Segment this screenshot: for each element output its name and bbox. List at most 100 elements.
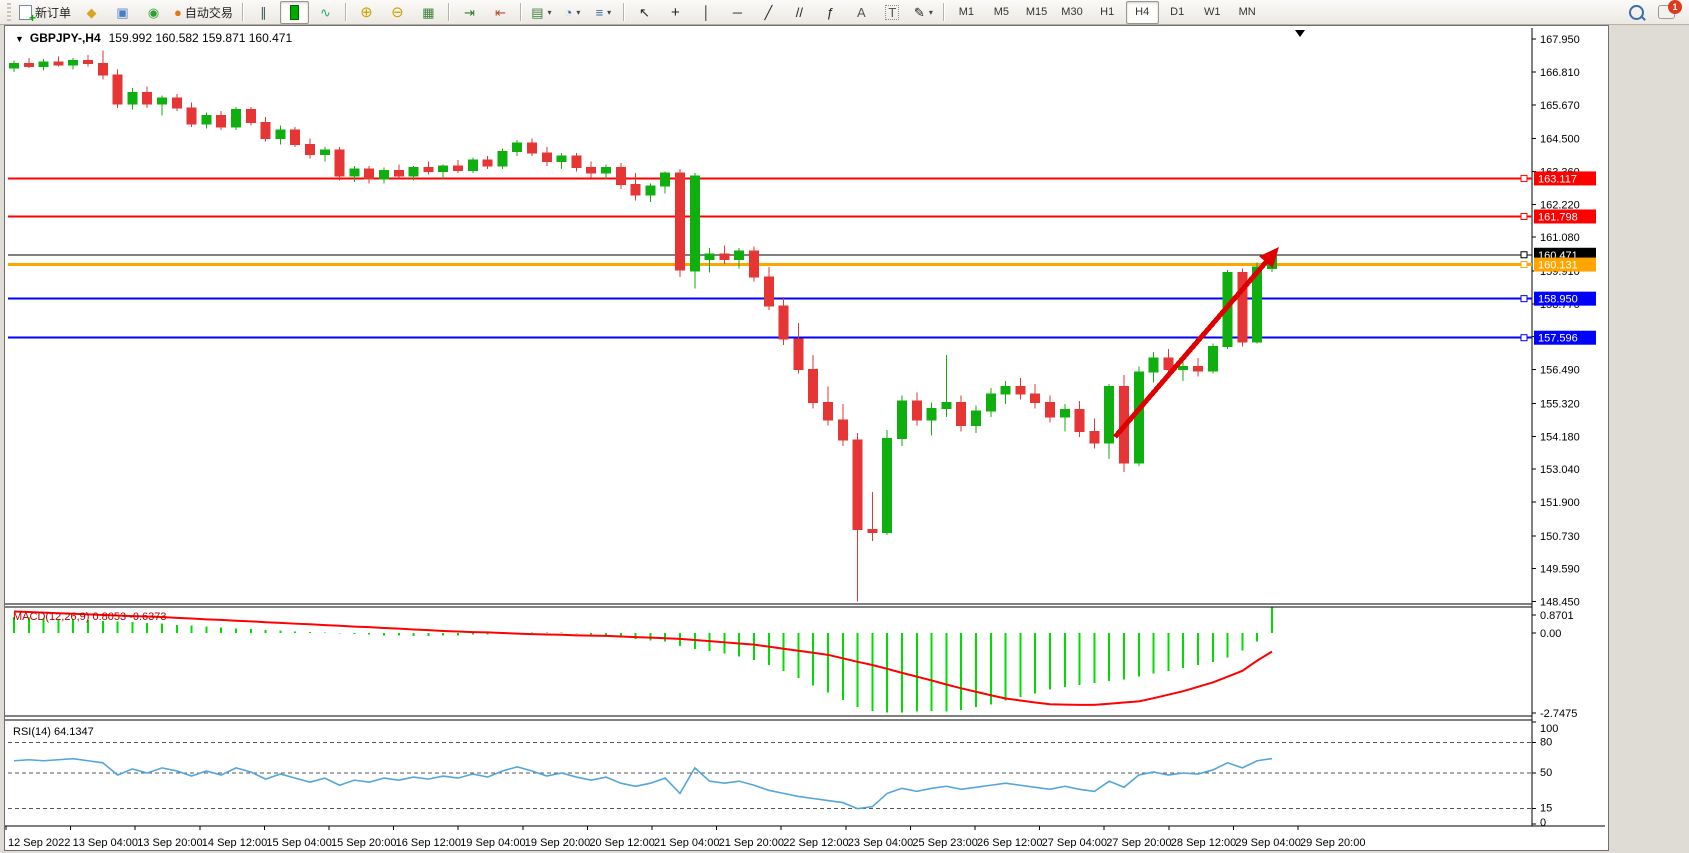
indicator-list-button[interactable]: ≡ ▾ (589, 1, 618, 24)
vertical-line-button[interactable]: │ (692, 1, 721, 24)
candlestick-chart-button[interactable] (279, 0, 309, 24)
svg-text:156.490: 156.490 (1540, 365, 1580, 377)
line-chart-icon: ∿ (319, 4, 331, 20)
zoom-out-button[interactable]: ⊖ (383, 1, 412, 24)
line-chart-button[interactable]: ∿ (311, 1, 340, 24)
svg-text:29 Sep 20:00: 29 Sep 20:00 (1300, 837, 1365, 848)
svg-text:14 Sep 12:00: 14 Sep 12:00 (202, 837, 267, 848)
svg-text:13 Sep 04:00: 13 Sep 04:00 (73, 837, 138, 848)
timeframe-h4-button[interactable]: H4 (1125, 0, 1159, 24)
svg-text:21 Sep 20:00: 21 Sep 20:00 (719, 837, 784, 848)
timeframe-h1-button[interactable]: H1 (1100, 6, 1115, 18)
zoom-in-button[interactable]: ⊕ (352, 1, 381, 24)
bar-chart-button[interactable]: ∥ (249, 1, 278, 24)
svg-text:15 Sep 20:00: 15 Sep 20:00 (331, 837, 396, 848)
horizontal-line-icon: ─ (732, 4, 742, 20)
trendline-icon: ╱ (764, 4, 773, 20)
toolbar-separator (447, 3, 450, 21)
svg-text:100: 100 (1540, 723, 1558, 735)
signals-button[interactable]: ◉ (139, 1, 168, 24)
svg-text:20 Sep 12:00: 20 Sep 12:00 (589, 837, 654, 848)
chevron-down-icon: ▾ (547, 7, 552, 17)
chart-canvas[interactable]: 167.950166.810165.670164.500163.360162.2… (5, 26, 1606, 849)
hline-handle (1520, 334, 1528, 342)
horizontal-line-button[interactable]: ─ (723, 1, 752, 24)
new-chart-icon: ▤ (531, 4, 544, 20)
market-window-button[interactable]: ▣ (108, 1, 137, 24)
auto-scroll-button[interactable]: ⇤ (486, 1, 515, 24)
svg-text:25 Sep 23:00: 25 Sep 23:00 (912, 837, 977, 848)
hline-handle (1520, 251, 1528, 259)
time-axis: 12 Sep 2022 13 Sep 04:00 13 Sep 20:00 14 Se… (5, 826, 1365, 849)
timeframe-d1-button[interactable]: D1 (1170, 6, 1185, 18)
macd-panel: 0.8701 0.00 -2.7475 (13, 607, 1577, 720)
tile-windows-button[interactable]: ▦ (414, 1, 443, 24)
autotrade-button[interactable]: ● 自动交易 (170, 1, 237, 24)
svg-text:15: 15 (1540, 803, 1552, 815)
svg-text:165.670: 165.670 (1540, 100, 1580, 112)
svg-text:166.810: 166.810 (1540, 67, 1580, 79)
chart-shift-button[interactable]: ⇥ (455, 1, 484, 24)
chevron-down-icon: ▾ (928, 7, 933, 17)
svg-text:149.590: 149.590 (1540, 564, 1580, 576)
notifications-icon[interactable]: 1 (1658, 0, 1682, 19)
timeframe-m5-button[interactable]: M5 (993, 6, 1010, 18)
trendline-button[interactable]: ╱ (754, 1, 783, 24)
new-order-button[interactable]: 新订单 (15, 1, 75, 25)
tile-windows-icon: ▦ (422, 4, 435, 20)
svg-text:27 Sep 20:00: 27 Sep 20:00 (1106, 837, 1171, 848)
shift-marker-icon[interactable] (1295, 30, 1305, 37)
svg-text:162.220: 162.220 (1540, 199, 1580, 211)
hline-handle (1520, 295, 1528, 303)
new-order-icon (19, 4, 36, 25)
svg-text:153.040: 153.040 (1540, 464, 1580, 476)
svg-text:15 Sep 04:00: 15 Sep 04:00 (266, 837, 331, 848)
fibonacci-button[interactable]: ƒ (816, 1, 845, 24)
svg-text:150.730: 150.730 (1540, 531, 1580, 543)
bar-chart-icon: ∥ (260, 4, 267, 20)
new-order-label: 新订单 (35, 5, 72, 20)
svg-text:151.900: 151.900 (1540, 497, 1580, 509)
svg-text:148.450: 148.450 (1540, 597, 1580, 609)
timeframe-w1-button[interactable]: W1 (1203, 6, 1221, 18)
toolbar-separator (344, 3, 347, 21)
chart-frame (5, 28, 1605, 827)
svg-text:158.950: 158.950 (1538, 294, 1578, 306)
shapes-button[interactable]: ✎ ▾ (909, 1, 938, 24)
text-label-button[interactable]: T (878, 1, 907, 24)
price-axis: 167.950166.810165.670164.500163.360162.2… (1532, 34, 1580, 609)
svg-text:0.00: 0.00 (1540, 628, 1561, 640)
cursor-button[interactable]: ↖ (630, 1, 659, 24)
toolbar-separator (622, 3, 625, 21)
crosshair-icon: + (671, 3, 680, 21)
timeframe-mn-button[interactable]: MN (1238, 6, 1256, 18)
fibonacci-icon: ƒ (826, 4, 834, 20)
hline-handle (1520, 261, 1528, 269)
svg-text:22 Sep 12:00: 22 Sep 12:00 (783, 837, 848, 848)
periodicity-button[interactable]: ◔ ▾ (558, 1, 587, 24)
indicators-button[interactable]: ◆ (77, 1, 106, 24)
svg-text:157.596: 157.596 (1538, 333, 1578, 345)
notification-badge: 1 (1668, 0, 1682, 14)
horizontal-lines[interactable] (8, 174, 1532, 342)
svg-text:19 Sep 20:00: 19 Sep 20:00 (525, 837, 590, 848)
text-button[interactable]: A (847, 1, 876, 24)
svg-text:28 Sep 12:00: 28 Sep 12:00 (1171, 837, 1236, 848)
hline-handle (1520, 212, 1528, 220)
new-chart-button[interactable]: ▤ ▾ (527, 1, 556, 24)
svg-text:29 Sep 04:00: 29 Sep 04:00 (1235, 837, 1300, 848)
channel-button[interactable]: // (785, 1, 814, 24)
svg-text:154.180: 154.180 (1540, 431, 1580, 443)
toolbar-grip[interactable] (7, 3, 11, 21)
timeframe-m15-button[interactable]: M15 (1025, 6, 1048, 18)
signal-icon: ◉ (147, 4, 160, 20)
chevron-down-icon: ▾ (576, 7, 581, 17)
chart-window[interactable]: 167.950166.810165.670164.500163.360162.2… (4, 25, 1609, 851)
timeframe-m1-button[interactable]: M1 (958, 6, 975, 18)
trend-arrow[interactable] (1113, 247, 1279, 439)
crosshair-button[interactable]: + (661, 1, 690, 24)
timeframe-m30-button[interactable]: M30 (1061, 6, 1083, 18)
svg-text:19 Sep 04:00: 19 Sep 04:00 (460, 837, 525, 848)
autotrade-icon: ● (174, 4, 182, 20)
search-icon[interactable] (1629, 4, 1644, 20)
